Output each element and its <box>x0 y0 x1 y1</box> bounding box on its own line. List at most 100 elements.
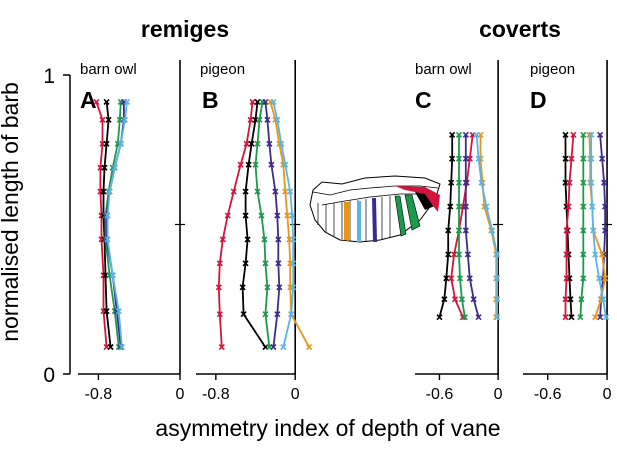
data-point-marker <box>475 155 482 162</box>
panel-species-label: pigeon <box>200 61 245 78</box>
data-point-marker <box>562 314 569 321</box>
data-point-marker <box>449 155 456 162</box>
data-point-marker <box>601 179 608 186</box>
data-point-marker <box>562 296 569 303</box>
panel-c: barn owl C -0.6 0 <box>415 60 504 403</box>
data-point-marker <box>449 131 456 138</box>
data-point-marker <box>441 296 448 303</box>
data-point-marker <box>455 155 463 162</box>
data-point-marker <box>462 227 469 234</box>
data-point-marker <box>563 227 570 234</box>
data-point-marker <box>494 314 501 321</box>
data-point-marker <box>592 251 599 258</box>
data-point-marker <box>448 179 455 186</box>
panel-species-label: pigeon <box>530 61 575 78</box>
data-point-marker <box>103 140 110 147</box>
data-point-marker <box>562 131 569 138</box>
data-point-marker <box>489 227 496 234</box>
data-point-marker <box>103 98 110 105</box>
data-point-marker <box>452 296 459 303</box>
data-point-marker <box>436 314 443 321</box>
data-point-marker <box>104 236 111 243</box>
data-point-marker <box>101 164 108 171</box>
data-point-marker <box>254 140 261 147</box>
data-point-marker <box>262 311 269 318</box>
data-point-marker <box>99 116 106 123</box>
data-point-marker <box>597 314 604 321</box>
data-point-marker <box>104 212 111 219</box>
data-point-marker <box>494 275 501 282</box>
data-point-marker <box>567 296 574 303</box>
data-point-marker <box>278 140 285 147</box>
data-point-marker <box>272 188 279 195</box>
panel-d: pigeon D -0.6 0 <box>523 60 613 403</box>
y-axis-label: normalised length of barb <box>0 82 23 342</box>
data-point-marker <box>455 227 463 234</box>
data-point-marker <box>603 314 610 321</box>
data-point-marker <box>455 203 463 210</box>
data-point-marker <box>270 344 277 351</box>
data-point-marker <box>276 284 283 291</box>
series-line <box>217 101 254 348</box>
data-point-marker <box>247 116 254 123</box>
x-tick-label: -0.8 <box>85 386 113 403</box>
data-point-marker <box>588 155 595 162</box>
data-point-marker <box>121 116 128 123</box>
data-point-marker <box>494 296 501 303</box>
data-point-marker <box>580 227 587 234</box>
coverts-title: coverts <box>479 16 561 42</box>
series-line <box>464 134 480 318</box>
data-point-marker <box>478 179 485 186</box>
data-point-marker <box>105 116 112 123</box>
data-point-marker <box>242 188 249 195</box>
data-point-marker <box>568 314 575 321</box>
x-tick-label: 0 <box>494 386 503 403</box>
series-line <box>590 134 607 318</box>
data-point-marker <box>275 260 282 267</box>
data-point-marker <box>566 179 573 186</box>
data-point-marker <box>592 314 599 321</box>
data-point-marker <box>570 131 577 138</box>
data-point-marker <box>580 203 587 210</box>
data-point-marker <box>588 179 595 186</box>
x-tick-label: 0 <box>603 386 612 403</box>
data-point-marker <box>254 98 261 105</box>
data-point-marker <box>118 344 125 351</box>
data-point-marker <box>578 296 585 303</box>
data-point-marker <box>111 164 118 171</box>
panel-letter: B <box>202 87 219 113</box>
data-point-marker <box>580 155 587 162</box>
data-point-marker <box>274 311 281 318</box>
data-point-marker <box>448 275 455 282</box>
data-point-marker <box>248 140 255 147</box>
x-axis-label: asymmetry index of depth of vane <box>155 415 500 441</box>
data-point-marker <box>599 251 606 258</box>
series-line <box>579 134 585 318</box>
data-point-marker <box>289 212 296 219</box>
data-point-marker <box>261 236 268 243</box>
data-point-marker <box>596 275 603 282</box>
panel-species-label: barn owl <box>415 61 472 78</box>
data-point-marker <box>602 275 609 282</box>
series-line <box>458 134 466 318</box>
data-point-marker <box>100 188 107 195</box>
x-tick-label: -0.6 <box>534 386 562 403</box>
data-point-marker <box>216 260 223 267</box>
data-point-marker <box>245 161 252 168</box>
data-point-marker <box>577 314 584 321</box>
data-point-marker <box>451 251 458 258</box>
data-point-marker <box>580 275 587 282</box>
data-point-marker <box>243 140 250 147</box>
series-line <box>95 101 108 348</box>
data-point-marker <box>588 131 595 138</box>
data-point-marker <box>580 251 587 258</box>
data-point-marker <box>597 131 604 138</box>
x-tick-label: 0 <box>176 386 185 403</box>
series-line <box>102 101 112 348</box>
data-point-marker <box>219 236 226 243</box>
data-point-marker <box>274 116 281 123</box>
data-point-marker <box>262 260 269 267</box>
data-point-marker <box>240 311 247 318</box>
y-tick-label-1: 1 <box>43 65 55 88</box>
data-point-marker <box>103 308 110 315</box>
